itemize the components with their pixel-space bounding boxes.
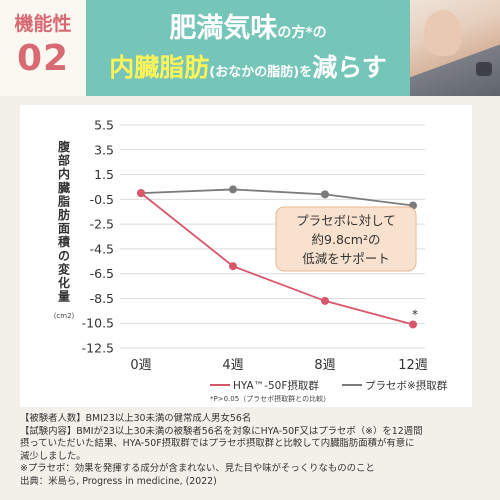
- function-badge: 機能性 02: [0, 0, 86, 96]
- badge-number: 02: [16, 38, 70, 79]
- significance-note: *P>0.05（プラセボ摂取群との比較）: [210, 394, 330, 403]
- title-highlight: 内臓脂肪: [109, 53, 210, 82]
- significance-marker: *: [412, 307, 418, 321]
- title-band: 肥満気味の方*の 内臓脂肪(おなかの脂肪)を減らす: [86, 0, 410, 96]
- y-tick-label: -0.5: [90, 192, 114, 207]
- watch-icon: [476, 62, 492, 76]
- y-tick-label: -12.5: [82, 341, 114, 356]
- title-line-1-sub: の方*の: [277, 25, 327, 41]
- title-line-1: 肥満気味の方*の: [96, 6, 400, 45]
- hand-shape: [424, 10, 462, 56]
- y-axis-label-char: 部: [58, 153, 70, 168]
- note-line: 摂っていただいた結果、HYA-50F摂取群ではプラセボ摂取群と比較して内臓脂肪面…: [20, 438, 415, 449]
- note-line: 減少しました。: [20, 450, 86, 462]
- series-line-hya: [140, 192, 414, 326]
- y-axis-label-char: 変: [58, 261, 71, 276]
- y-tick-labels: 5.5 3.5 1.5 -0.5 -2.5 -4.5 -6.5 -8.5 -10.5 -12.5: [82, 118, 114, 356]
- callout-line: 低減をサポート: [302, 251, 390, 266]
- y-axis-label-char: 積: [57, 234, 71, 249]
- callout-line: プラセボに対して: [296, 213, 396, 228]
- data-point-hya: [137, 189, 145, 198]
- note-line: ※プラセボ：効果を発揮する成分が含まれない、見た目や味がそっくりなもののこと: [20, 463, 375, 474]
- series-line-placebo: [140, 188, 414, 207]
- note-line: 出典：米島ら, Progress in medicine, (2022): [20, 475, 217, 487]
- badge-label: 機能性: [14, 13, 72, 35]
- y-axis-label-char: 肪: [58, 207, 70, 222]
- y-tick-label: 5.5: [94, 118, 114, 133]
- y-tick-label: -10.5: [82, 316, 114, 331]
- y-axis-label-char: の: [58, 249, 70, 263]
- y-tick-label: -8.5: [90, 291, 114, 306]
- y-axis-label-char: 量: [58, 290, 70, 304]
- y-tick-label: 3.5: [94, 142, 114, 157]
- y-tick-label: -2.5: [90, 217, 114, 232]
- x-tick-label: 0週: [130, 358, 151, 373]
- callout-box: [275, 206, 417, 272]
- title-paren: (おなかの脂肪): [209, 65, 300, 80]
- header-banner: 機能性 02 肥満気味の方*の 内臓脂肪(おなかの脂肪)を減らす: [0, 0, 500, 96]
- grid-lines: [120, 124, 425, 349]
- y-axis-label-char: 腹: [58, 139, 71, 154]
- legend-label-placebo: プラセボ※摂取群: [365, 379, 448, 392]
- data-point-placebo: [321, 190, 329, 199]
- x-tick-label: 12週: [398, 358, 428, 373]
- callout-line: 約9.8cm²の: [312, 232, 381, 247]
- legend: HYA™-50F摂取群 プラセボ※摂取群 *P>0.05（プラセボ摂取群との比較）: [210, 379, 448, 403]
- y-axis-label-char: 面: [58, 222, 70, 236]
- y-tick-label: -6.5: [90, 266, 114, 281]
- y-tick-label: -4.5: [90, 241, 114, 256]
- y-axis-label-char: 臓: [58, 180, 70, 195]
- y-axis-label-char: 内: [58, 166, 70, 181]
- model-photo: [410, 0, 500, 96]
- title-verb: 減らす: [312, 53, 387, 82]
- data-point-hya: [229, 262, 237, 271]
- title-line-1-main: 肥満気味: [169, 13, 278, 44]
- study-notes: 【被験者人数】BMI23以上30未満の健常成人男女56名 【試験内容】BMIが2…: [20, 413, 490, 488]
- x-tick-label: 4週: [222, 358, 243, 373]
- x-tick-label: 8週: [314, 358, 335, 373]
- note-line: 【試験内容】BMIが23以上30未満の被験者56名を対象にHYA-50F又はプラ…: [20, 425, 423, 437]
- title-particle: を: [299, 65, 313, 80]
- x-tick-labels: 0週 4週 8週 12週: [130, 358, 427, 373]
- data-point-placebo: [229, 185, 237, 194]
- y-axis-unit: (cm2): [54, 312, 75, 320]
- legend-label-hya: HYA™-50F摂取群: [233, 379, 319, 392]
- title-line-2: 内臓脂肪(おなかの脂肪)を減らす: [86, 48, 410, 84]
- y-tick-label: 1.5: [94, 167, 114, 182]
- y-axis-label-char: 脂: [57, 193, 70, 208]
- data-point-hya: [321, 296, 329, 305]
- series-lines: *: [137, 185, 418, 329]
- data-point-hya: [409, 320, 417, 329]
- y-axis-label-char: 化: [58, 275, 70, 290]
- note-line: 【被験者人数】BMI23以上30未満の健常成人男女56名: [20, 413, 252, 424]
